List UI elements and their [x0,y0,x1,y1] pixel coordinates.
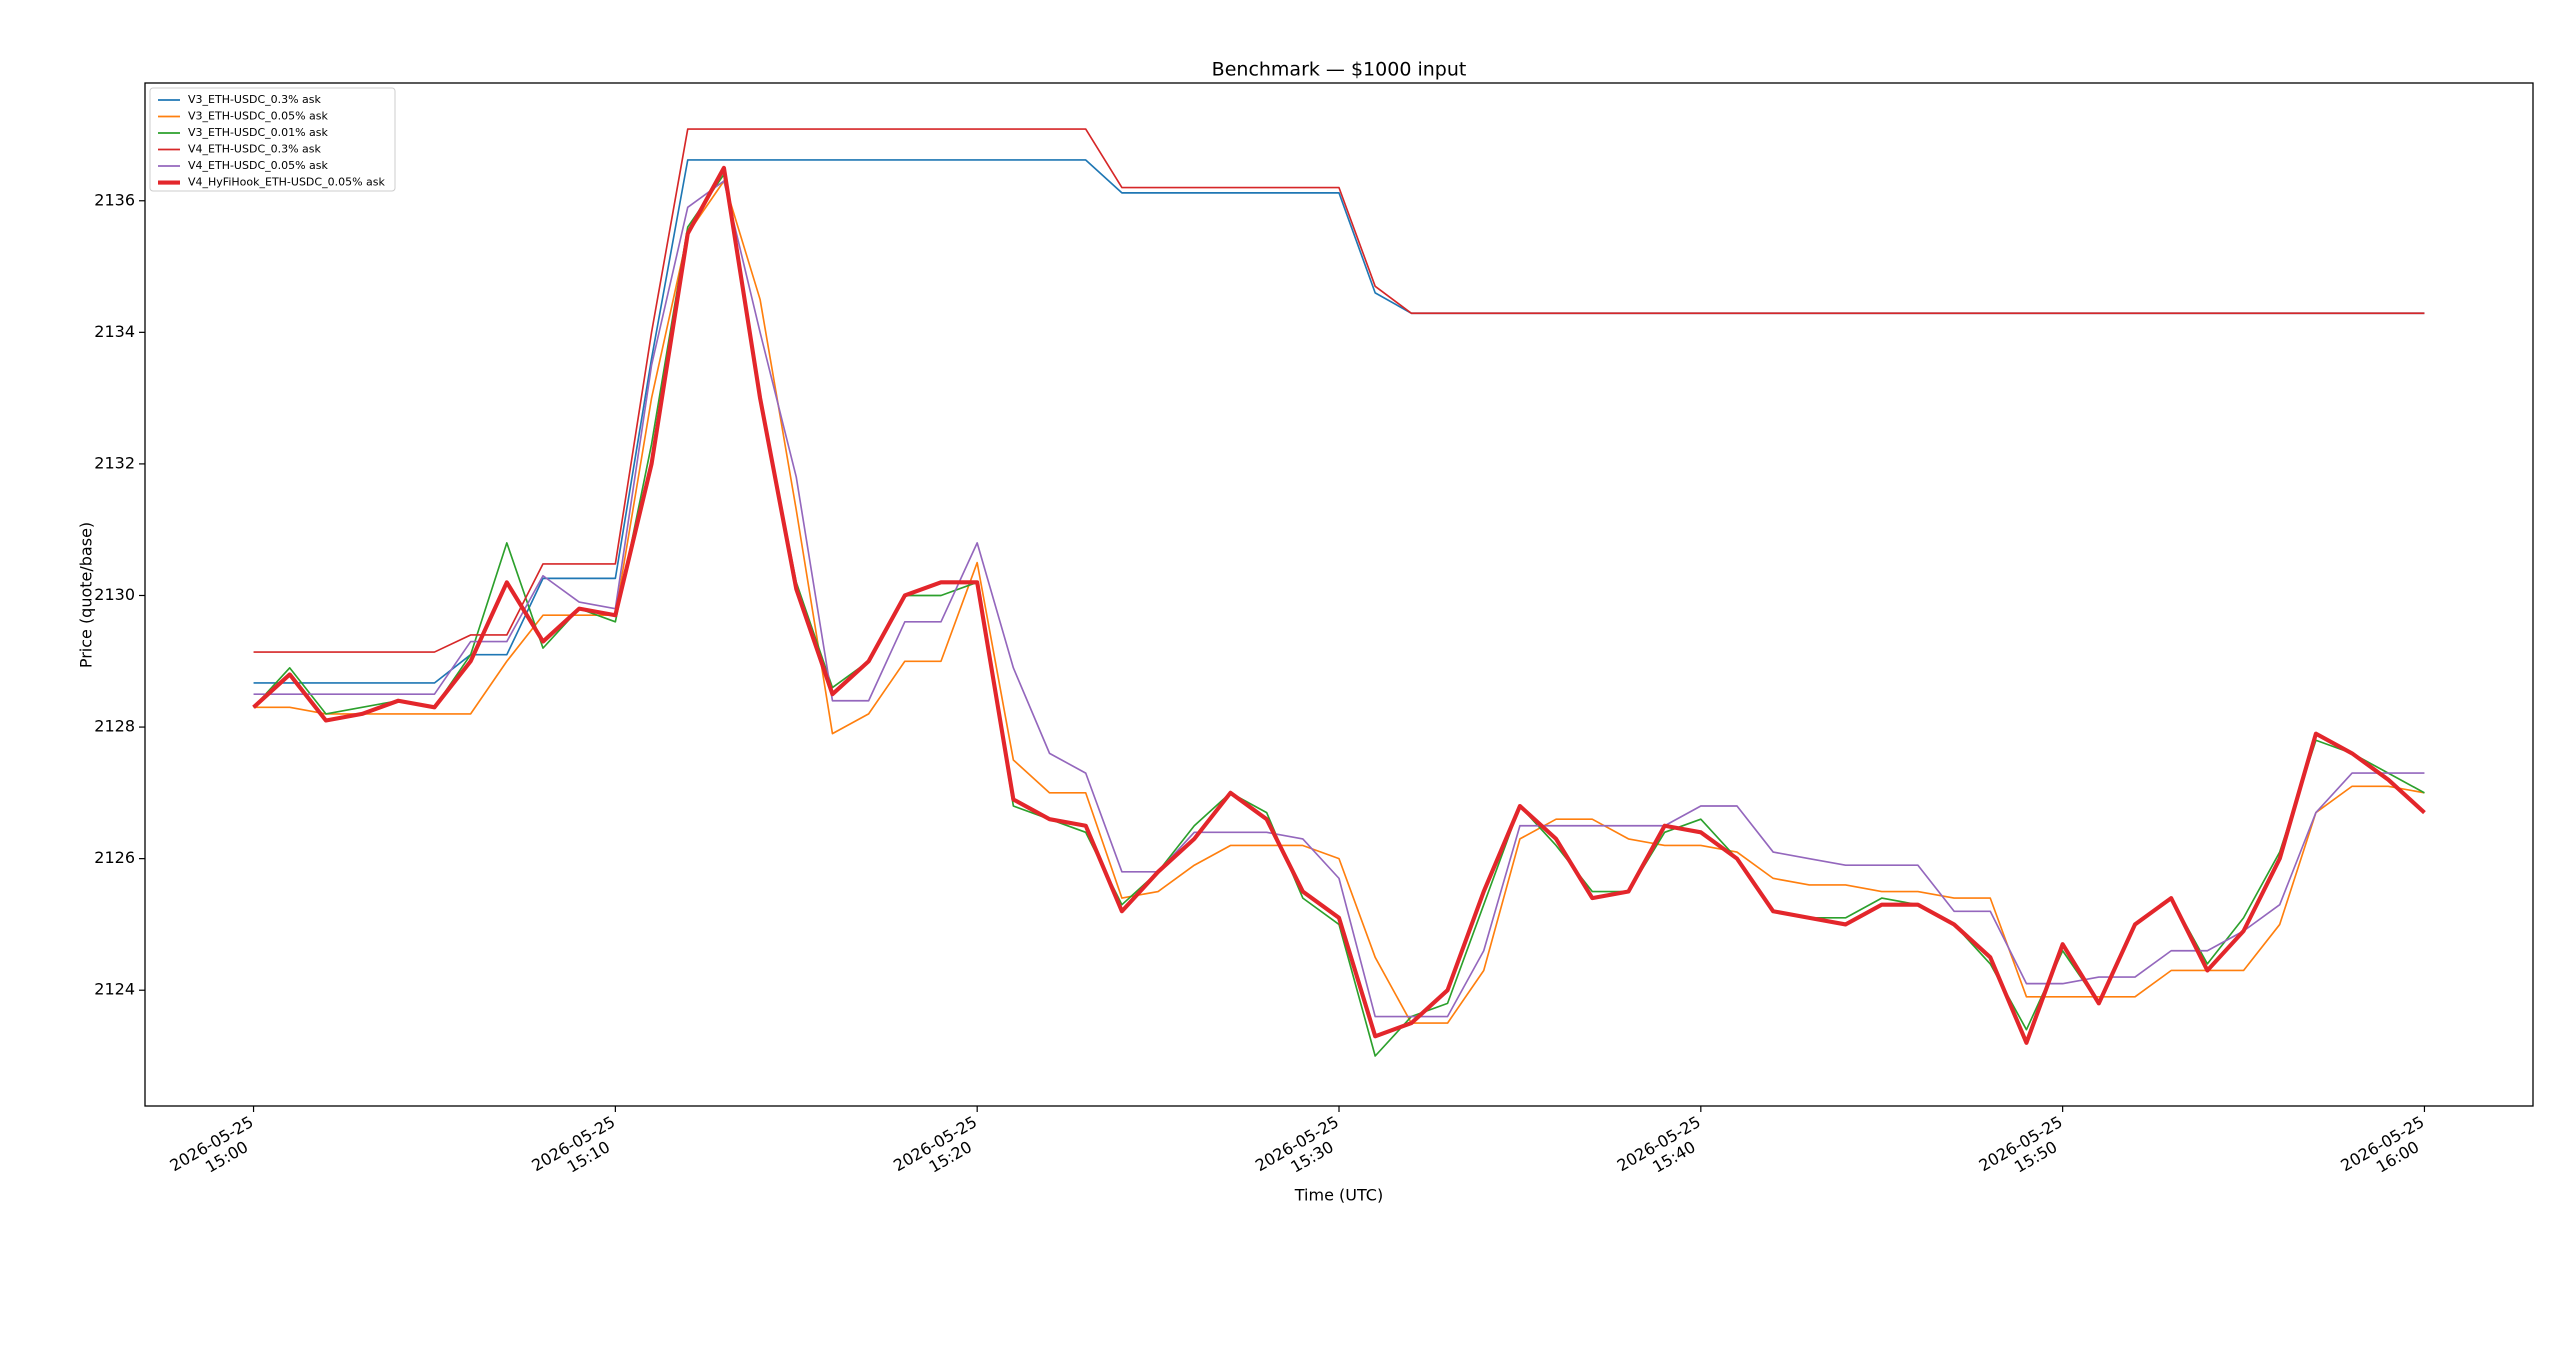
legend-box [149,87,396,192]
legend-label: V4_ETH-USDC_0.05% ask [188,159,329,172]
x-axis-label: Time (UTC) [1294,1186,1383,1205]
y-tick-label: 2130 [94,585,135,604]
y-tick-label: 2128 [94,717,135,736]
legend-label: V3_ETH-USDC_0.05% ask [188,110,329,123]
y-tick-label: 2134 [94,322,135,341]
legend-label: V4_HyFiHook_ETH-USDC_0.05% ask [188,176,385,189]
y-tick-label: 2124 [94,980,135,999]
series-line [252,165,2426,1045]
y-tick-label: 2132 [94,453,135,472]
y-axis-label: Price (quote/base) [77,522,96,668]
plot-frame [144,82,2534,1107]
legend-label: V3_ETH-USDC_0.3% ask [188,93,322,106]
legend-label: V3_ETH-USDC_0.01% ask [188,126,329,139]
y-tick-label: 2126 [94,848,135,867]
legend: V3_ETH-USDC_0.3% ask V3_ETH-USDC_0.05% as… [149,87,396,192]
series-line [253,128,2425,653]
legend-label: V4_ETH-USDC_0.3% ask [188,143,322,156]
chart-title: Benchmark — $1000 input [1212,59,1467,81]
y-tick-label: 2136 [94,190,135,209]
